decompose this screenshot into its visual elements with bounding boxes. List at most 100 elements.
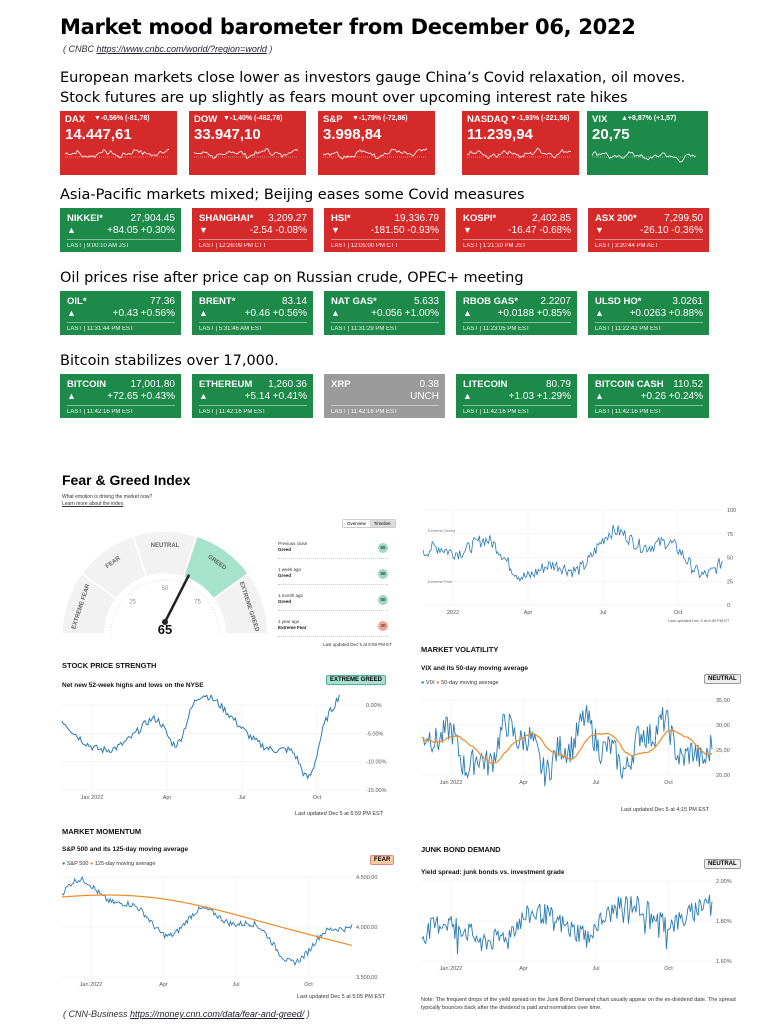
x-tick-label: Apr xyxy=(159,982,168,988)
up-arrow-icon: ▲ xyxy=(67,225,76,235)
ticker-change: -26.10 -0.36% xyxy=(640,225,703,236)
ticker-card-hsi[interactable]: HSI* 19,336.79 ▼ -181.50 -0.93% LAST | 12:05… xyxy=(324,208,445,252)
ticker-name: RBOB GAS* xyxy=(463,296,518,307)
ticker-card-nat-gas[interactable]: NAT GAS* 5.633 ▲ +0.056 +1.00% LAST | 11:31:… xyxy=(324,291,445,335)
ticker-time: LAST | 3:20:44 PM AET xyxy=(595,243,659,249)
sparkline-line xyxy=(466,147,572,160)
tab-timeline[interactable]: Timeline xyxy=(369,520,395,527)
ticker-change: +0.0263 +0.88% xyxy=(629,308,703,319)
fear-greed-subtitle: What emotion is driving the market now? xyxy=(62,494,153,500)
cnbc-source-link[interactable]: https://www.cnbc.com/world/?region=world xyxy=(96,44,267,54)
divider xyxy=(67,405,175,406)
ticker-card-rbob-gas[interactable]: RBOB GAS* 2.2207 ▲ +0.0188 +0.85% LAST | 11:… xyxy=(456,291,577,335)
fear-greed-learn-link[interactable]: Learn more about the index xyxy=(62,501,124,507)
gauge-inner-dots xyxy=(110,579,220,635)
index-card-vix[interactable]: VIX ▲+8,87% (+1,57) 20,75 xyxy=(587,111,708,175)
ticker-card-xrp[interactable]: XRP 0.38 UNCH LAST | 11:42:16 PM EST xyxy=(324,374,445,418)
history-row: Previous close Greed 65 xyxy=(278,541,388,561)
ticker-card-bitcoin[interactable]: BITCOIN 17,001.80 ▲ +72.65 +0.43% LAST | 11:… xyxy=(60,374,181,418)
history-label: 1 week ago xyxy=(278,567,302,572)
cnn-source-link[interactable]: https://money.cnn.com/data/fear-and-gree… xyxy=(130,1009,305,1019)
divider xyxy=(199,239,307,240)
divider xyxy=(595,239,703,240)
volatility-title: VIX and its 50-day moving average xyxy=(421,665,528,672)
divider xyxy=(67,239,175,240)
sparkline xyxy=(322,148,428,160)
x-tick-label: Apr xyxy=(163,795,172,801)
ticker-card-oil[interactable]: OIL* 77.36 ▲ +0.43 +0.56% LAST | 11:31:44 PM… xyxy=(60,291,181,335)
down-arrow-icon: ▼ xyxy=(595,225,604,235)
up-arrow-icon: ▲ xyxy=(595,391,604,401)
ticker-name: ETHEREUM xyxy=(199,379,253,390)
ticker-card-kospi[interactable]: KOSPI* 2,402.85 ▼ -16.47 -0.68% LAST | 1:21:… xyxy=(456,208,577,252)
up-arrow-icon: ▲ xyxy=(199,308,208,318)
ticker-change: -2.54 -0.08% xyxy=(249,225,307,236)
y-tick-label: 1.60% xyxy=(716,959,732,965)
x-tick-label: Jan 2022 xyxy=(440,780,463,786)
index-card-name: DOW xyxy=(194,114,218,125)
index-card-dax[interactable]: DAX ▼-0,56% (-81,78) 14.447,61 xyxy=(60,111,177,175)
index-card-price: 14.447,61 xyxy=(65,126,132,143)
ticker-card-litecoin[interactable]: LITECOIN 80.79 ▲ +1.03 +1.29% LAST | 11:42:1… xyxy=(456,374,577,418)
history-label: 1 year ago xyxy=(278,619,300,624)
ticker-time: LAST | 11:23:05 PM EST xyxy=(463,326,530,332)
up-arrow-icon: ▲ xyxy=(463,308,472,318)
junk-chart: 2.00% 1.80% 1.60% Jan 2022 Apr Jul Oct xyxy=(421,879,732,972)
view-toggle: Overview Timeline xyxy=(342,519,396,528)
up-arrow-icon: ▲ xyxy=(199,391,208,401)
stock-strength-section: STOCK PRICE STRENGTH xyxy=(62,661,157,670)
sparkline xyxy=(591,151,697,163)
timeline-top-label: Extreme Greed xyxy=(428,528,455,533)
y-tick-label: 1.80% xyxy=(716,919,732,925)
up-arrow-icon: ▲ xyxy=(463,391,472,401)
index-card-change: ▼-1,79% (-72,86) xyxy=(352,115,408,122)
cnbc-source: ( CNBC https://www.cnbc.com/world/?regio… xyxy=(63,44,272,54)
index-card-name: VIX xyxy=(592,114,608,125)
ticker-change: +0.43 +0.56% xyxy=(112,308,175,319)
ticker-price: 110.52 xyxy=(673,379,703,390)
sparkline-line xyxy=(591,151,697,163)
ticker-card-ulsd-ho[interactable]: ULSD HO* 3.0261 ▲ +0.0263 +0.88% LAST | 11:2… xyxy=(588,291,709,335)
ticker-price: 1,260.36 xyxy=(268,379,307,390)
ticker-price: 83.14 xyxy=(281,296,307,307)
history-label: Previous close xyxy=(278,541,308,546)
bitcoin-headline: Bitcoin stabilizes over 17,000. xyxy=(60,353,279,369)
junk-title: Yield spread: junk bonds vs. investment … xyxy=(421,869,565,876)
ticker-time: LAST | 12:05:00 PM CTT xyxy=(331,243,399,249)
divider xyxy=(199,405,307,406)
divider xyxy=(595,405,703,406)
sparkline xyxy=(466,147,572,160)
cnn-source: ( CNN-Business https://money.cnn.com/dat… xyxy=(63,1009,310,1019)
ticker-name: ASX 200* xyxy=(595,213,637,224)
index-card-s-p[interactable]: S&P ▼-1,79% (-72,86) 3.998,84 xyxy=(318,111,435,175)
x-tick-label: 2022 xyxy=(447,610,459,616)
index-card-name: NASDAQ xyxy=(467,114,509,125)
vix-moving-average xyxy=(421,729,713,765)
index-card-price: 20,75 xyxy=(592,126,630,143)
y-tick-label: 50 xyxy=(727,556,733,562)
ticker-card-shanghai[interactable]: SHANGHAI* 3,209.27 ▼ -2.54 -0.08% LAST | 12:… xyxy=(192,208,313,252)
ticker-change: +0.0188 +0.85% xyxy=(497,308,571,319)
up-arrow-icon: ▲ xyxy=(331,308,340,318)
ticker-price: 3.0261 xyxy=(672,296,703,307)
ticker-card-asx-200[interactable]: ASX 200* 7,299.50 ▼ -26.10 -0.36% LAST | 3:2… xyxy=(588,208,709,252)
ticker-card-brent[interactable]: BRENT* 83.14 ▲ +0.46 +0.56% LAST | 5:31:46 A… xyxy=(192,291,313,335)
history-state: Greed xyxy=(278,599,292,604)
x-tick-label: Oct xyxy=(664,780,673,786)
tab-overview[interactable]: Overview xyxy=(343,520,370,527)
ticker-card-ethereum[interactable]: ETHEREUM 1,260.36 ▲ +5.14 +0.41% LAST | 11:4… xyxy=(192,374,313,418)
ticker-name: KOSPI* xyxy=(463,213,497,224)
momentum-section: MARKET MOMENTUM xyxy=(62,827,142,836)
junk-note: Note: The frequent drops of the yield sp… xyxy=(421,997,736,1011)
index-card-price: 33.947,10 xyxy=(194,126,261,143)
y-tick-label: 0 xyxy=(727,603,730,609)
ticker-price: 0.38 xyxy=(419,379,439,390)
index-card-dow[interactable]: DOW ▼-1,40% (-482,78) 33.947,10 xyxy=(189,111,306,175)
momentum-updated: Last updated Dec 5 at 5:05 PM EST xyxy=(297,994,386,1000)
ticker-card-nikkei[interactable]: NIKKEI* 27,904.45 ▲ +84.05 +0.30% LAST | 9:0… xyxy=(60,208,181,252)
index-card-name: S&P xyxy=(323,114,343,125)
cnn-source-prefix: ( CNN-Business xyxy=(63,1009,131,1019)
index-card-nasdaq[interactable]: NASDAQ ▼-1,93% (-221,56) 11.239,94 xyxy=(462,111,579,175)
ticker-change: +1.03 +1.29% xyxy=(508,391,571,402)
ticker-card-bitcoin-cash[interactable]: BITCOIN CASH 110.52 ▲ +0.26 +0.24% LAST | 11… xyxy=(588,374,709,418)
